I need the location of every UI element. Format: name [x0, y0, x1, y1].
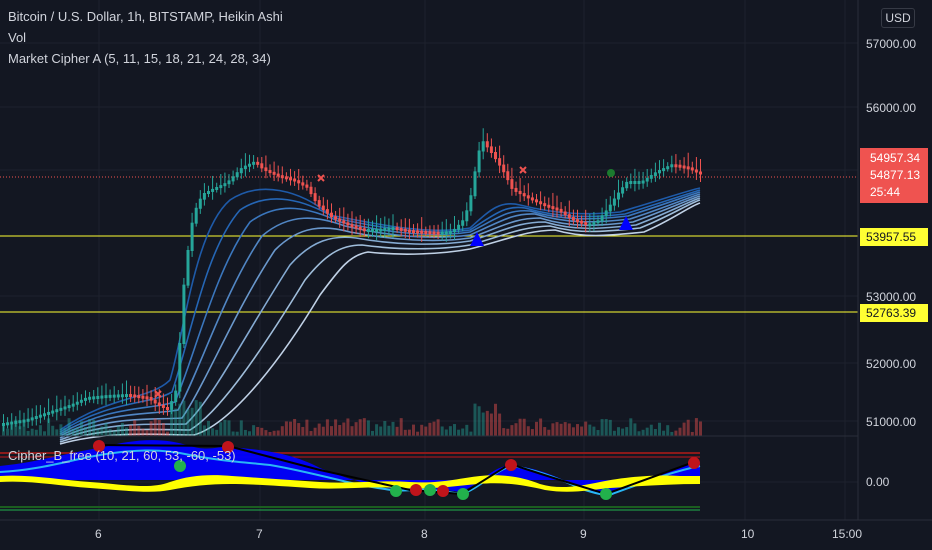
price-tick: 56000.00	[866, 101, 917, 115]
ema-line-8	[59, 202, 701, 445]
time-tick: 7	[256, 527, 263, 541]
ema-line-4	[59, 193, 701, 437]
time-tick: 8	[421, 527, 428, 541]
red-cross-marker	[519, 166, 527, 174]
osc-green-dot	[424, 484, 436, 496]
signal-markers	[154, 166, 633, 398]
osc-lightblue-line	[0, 449, 701, 496]
volume-bars	[2, 400, 702, 436]
symbol-legend[interactable]: Bitcoin / U.S. Dollar, 1h, BITSTAMP, Hei…	[8, 9, 283, 24]
oscillator-legend[interactable]: Cipher_B_free (10, 21, 60, 53, -60, -53)	[8, 448, 236, 463]
osc-red-dot	[505, 459, 517, 471]
ema-line-5	[59, 195, 701, 439]
red-cross-marker	[317, 174, 325, 182]
ema-line-7	[59, 199, 701, 443]
price-tick: 52000.00	[866, 357, 917, 371]
time-tick: 9	[580, 527, 587, 541]
red-cross-marker	[154, 390, 162, 398]
osc-red-dot	[222, 441, 234, 453]
osc-red-dot	[688, 457, 700, 469]
heikin-ashi-candles	[2, 128, 702, 432]
osc-red-dot	[410, 484, 422, 496]
currency-button[interactable]: USD	[881, 8, 915, 28]
osc-blue-wave	[0, 440, 700, 494]
price-tick: 53000.00	[866, 290, 917, 304]
osc-green-dot	[457, 488, 469, 500]
ema-line-6	[59, 197, 701, 441]
osc-yellow-wave	[0, 475, 700, 492]
price-tick: 57000.00	[866, 37, 917, 51]
level-label-upper: 53957.55	[860, 228, 928, 246]
osc-green-dot	[390, 485, 402, 497]
volume-legend[interactable]: Vol	[8, 30, 27, 45]
time-tick: 10	[741, 527, 755, 541]
time-tick: 15:00	[832, 527, 863, 541]
osc-green-dot	[600, 488, 612, 500]
osc-red-dot	[437, 485, 449, 497]
time-tick: 6	[95, 527, 102, 541]
price-tick: 51000.00	[866, 415, 917, 429]
ema-ribbon	[59, 187, 701, 445]
current-price-badge: 54957.34 54877.13 25:44	[860, 148, 928, 203]
ema-line-1	[59, 187, 701, 431]
close-price-label: 54877.13	[870, 168, 921, 182]
osc-red-dot	[93, 440, 105, 452]
countdown-label: 25:44	[870, 185, 901, 199]
current-price-label: 54957.34	[870, 151, 921, 165]
osc-green-dot	[174, 460, 186, 472]
osc-zero-tick: 0.00	[866, 475, 890, 489]
blue-triangle-marker	[619, 216, 633, 230]
oscillator-pane	[0, 435, 858, 511]
green-dot-marker	[607, 169, 615, 177]
blue-triangle-marker	[470, 232, 484, 246]
chart-grid	[0, 0, 858, 520]
level-label-lower: 52763.39	[860, 304, 928, 322]
indicator-legend[interactable]: Market Cipher A (5, 11, 15, 18, 21, 24, …	[8, 51, 271, 66]
